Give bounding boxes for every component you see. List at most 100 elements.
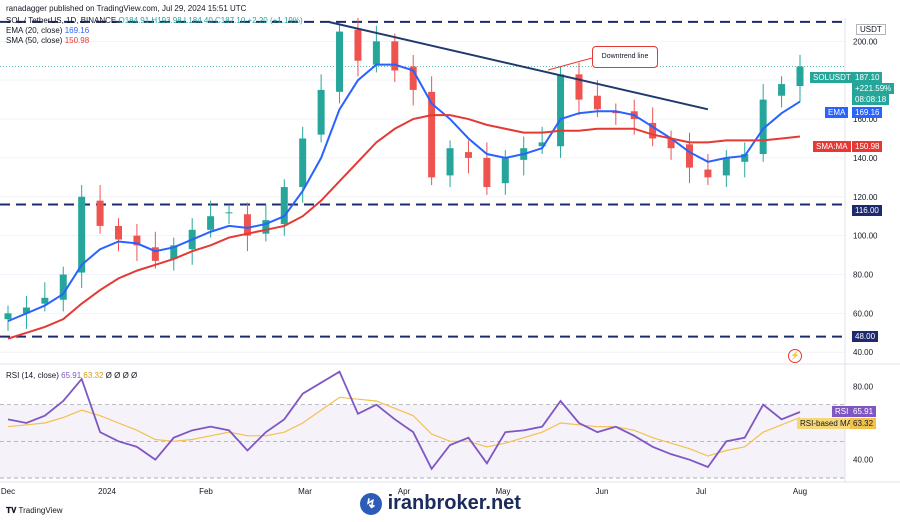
candle-body <box>538 142 546 147</box>
price-tick-label: 160.00 <box>853 115 878 124</box>
candle-body <box>59 274 67 300</box>
price-tick-label: 40.00 <box>853 348 874 357</box>
candle-body <box>372 41 380 65</box>
publisher-line: ranadagger published on TradingView.com,… <box>6 4 247 13</box>
indicator-lines <box>7 63 801 340</box>
candle-body <box>759 99 767 155</box>
rsi-legend-value: 65.91 <box>61 371 82 380</box>
watermark-logo-icon: ↯ <box>360 492 382 515</box>
level-48-tag: 48.00 <box>852 331 879 342</box>
candle-body <box>557 74 565 147</box>
horizontal-levels <box>0 20 845 338</box>
rsi-tick-label: 80.00 <box>853 382 874 391</box>
rsi-line <box>7 370 801 471</box>
price-tick-label: 200.00 <box>853 37 878 46</box>
candle-body <box>428 91 436 178</box>
trendline-group <box>328 20 709 111</box>
grid <box>0 40 845 353</box>
time-tick-label: Mar <box>298 487 312 496</box>
ohlc-values: O184.91 H193.98 L184.40 C187.10 +2.20 (+… <box>118 16 303 25</box>
candle-body <box>501 157 509 184</box>
annotation-pointer <box>547 57 593 71</box>
time-tick-label: Jul <box>696 487 706 496</box>
candle-body <box>741 154 749 162</box>
candle-body <box>336 31 344 92</box>
rsi-legend: RSI (14, close) 65.91 63.32 Ø Ø Ø Ø <box>6 371 137 380</box>
candle-body <box>409 66 417 90</box>
sma-legend-label: SMA (50, close) <box>6 36 63 45</box>
sma-legend: SMA (50, close) 150.98 <box>6 36 89 45</box>
candle-body <box>483 157 491 188</box>
price-tag-symbol: SOLUSDT <box>810 72 854 83</box>
watermark-text: iranbroker.net <box>387 492 521 514</box>
candle-body <box>446 148 454 176</box>
rsi-tag-value: 65.91 <box>850 406 877 417</box>
candle-body <box>299 138 307 188</box>
rsi-legend-label: RSI (14, close) <box>6 371 59 380</box>
candle-body <box>593 95 601 110</box>
price-tick-label: 80.00 <box>853 271 874 280</box>
sma-legend-value: 150.98 <box>64 36 90 45</box>
candle-body <box>704 169 712 178</box>
sma-tag-label: SMA:MA <box>813 141 851 152</box>
symbol-legend: SOL / TetherUS, 1D, BINANCE O184.91 H193… <box>6 16 303 25</box>
price-tick-label: 140.00 <box>853 154 878 163</box>
candle-body <box>391 41 399 71</box>
price-tag-price: 187.10 <box>852 72 883 83</box>
candle-body <box>280 187 288 224</box>
candle-body <box>262 220 270 234</box>
ema-legend: EMA (20, close) 169.16 <box>6 26 89 35</box>
candle-body <box>133 235 141 246</box>
lightning-icon[interactable]: ⚡ <box>788 349 802 363</box>
candle-body <box>778 84 786 96</box>
tradingview-footer[interactable]: 𝐓𝐕 TradingView <box>6 506 63 516</box>
time-tick-label: Aug <box>793 487 807 496</box>
price-tag-countdown: 08:08:18 <box>852 94 890 105</box>
ema-tag-label: EMA <box>825 107 849 118</box>
candle-body <box>115 225 123 240</box>
candle-body <box>170 245 178 259</box>
sma-tag-value: 150.98 <box>852 141 883 152</box>
rsi-tag-label: RSI <box>832 406 852 417</box>
candle-body <box>4 313 12 320</box>
time-tick-label: Jun <box>596 487 609 496</box>
rsi-panel <box>0 370 845 479</box>
ema-legend-label: EMA (20, close) <box>6 26 63 35</box>
candle-body <box>317 89 325 135</box>
watermark: ↯ iranbroker.net <box>360 492 521 515</box>
price-tick-label: 120.00 <box>853 193 878 202</box>
downtrend-annotation: Downtrend line <box>592 46 658 68</box>
rsi-ma-tag-label: RSI-based MA <box>797 418 856 429</box>
candles <box>4 18 804 331</box>
price-tag-change: +221.59% <box>852 83 895 94</box>
candle-body <box>722 157 730 176</box>
candle-body <box>685 144 693 168</box>
time-tick-label: Dec <box>1 487 15 496</box>
ema-tag-value: 169.16 <box>852 107 883 118</box>
candle-body <box>243 214 251 236</box>
candle-body <box>464 152 472 158</box>
rsi-tick-label: 40.00 <box>853 456 874 465</box>
candle-body <box>225 212 233 214</box>
currency-label[interactable]: USDT <box>856 24 886 35</box>
candle-body <box>667 138 675 149</box>
time-tick-label: Apr <box>398 487 411 496</box>
rsi-legend-ma: 63.32 <box>83 371 104 380</box>
ema-line <box>7 63 801 323</box>
tradingview-label: TradingView <box>18 506 63 515</box>
tradingview-logo-icon: 𝐓𝐕 <box>6 506 17 515</box>
rsi-legend-extra: Ø Ø Ø Ø <box>105 371 138 380</box>
candle-body <box>207 216 215 230</box>
time-tick-label: May <box>495 487 510 496</box>
downtrend-line <box>328 20 709 111</box>
time-tick-label: Feb <box>199 487 213 496</box>
candle-body <box>22 307 30 314</box>
level-116-tag: 116.00 <box>852 205 882 216</box>
axes: 40.0060.0080.00100.00120.00140.00160.001… <box>0 18 900 496</box>
candle-body <box>96 200 104 226</box>
price-tick-label: 100.00 <box>853 232 878 241</box>
price-tick-label: 60.00 <box>853 309 874 318</box>
candle-body <box>649 122 657 139</box>
sma-line <box>7 114 801 340</box>
